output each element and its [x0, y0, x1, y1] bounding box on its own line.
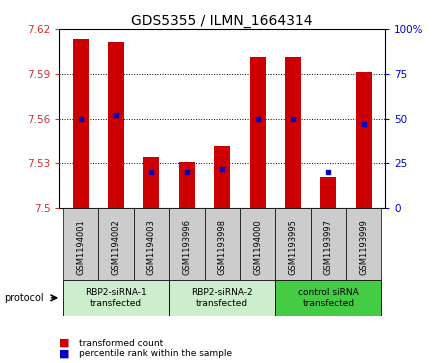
Bar — [143, 158, 159, 208]
Text: GSM1193998: GSM1193998 — [218, 219, 227, 275]
Text: transformed count: transformed count — [79, 339, 163, 347]
Text: GSM1194001: GSM1194001 — [76, 219, 85, 275]
Text: protocol: protocol — [4, 293, 44, 303]
Bar — [169, 208, 205, 280]
Text: percentile rank within the sample: percentile rank within the sample — [79, 350, 232, 358]
Bar — [311, 208, 346, 280]
Bar — [63, 280, 169, 316]
Bar — [73, 40, 88, 208]
Bar — [214, 146, 230, 208]
Text: GSM1193996: GSM1193996 — [182, 219, 191, 275]
Bar — [285, 57, 301, 208]
Bar — [134, 208, 169, 280]
Bar — [275, 208, 311, 280]
Text: GSM1193997: GSM1193997 — [324, 219, 333, 275]
Text: GSM1194003: GSM1194003 — [147, 219, 156, 275]
Bar — [205, 208, 240, 280]
Text: GSM1193995: GSM1193995 — [289, 219, 297, 275]
Text: GSM1193999: GSM1193999 — [359, 219, 368, 275]
Text: RBP2-siRNA-1
transfected: RBP2-siRNA-1 transfected — [85, 288, 147, 307]
Bar — [240, 208, 275, 280]
Text: RBP2-siRNA-2
transfected: RBP2-siRNA-2 transfected — [191, 288, 253, 307]
Bar — [108, 42, 124, 208]
Bar — [249, 57, 266, 208]
Bar — [98, 208, 134, 280]
Text: control siRNA
transfected: control siRNA transfected — [298, 288, 359, 307]
Text: ■: ■ — [59, 349, 70, 359]
Text: GSM1194002: GSM1194002 — [111, 219, 121, 275]
Bar — [275, 280, 381, 316]
Text: ■: ■ — [59, 338, 70, 348]
Bar — [169, 280, 275, 316]
Title: GDS5355 / ILMN_1664314: GDS5355 / ILMN_1664314 — [132, 14, 313, 28]
Text: GSM1194000: GSM1194000 — [253, 219, 262, 275]
Bar — [356, 72, 372, 208]
Bar — [63, 208, 98, 280]
Bar — [179, 162, 195, 208]
Bar — [320, 177, 336, 208]
Bar — [346, 208, 381, 280]
